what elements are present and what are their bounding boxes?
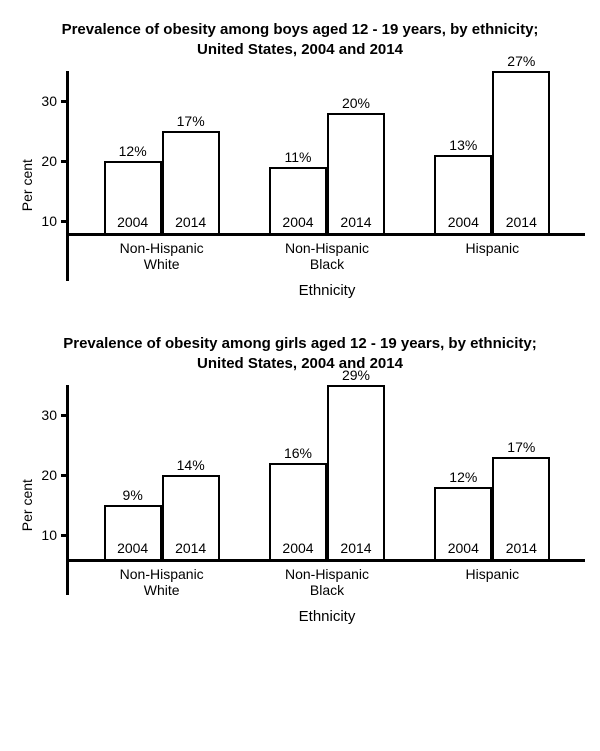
bar: 13%2004 (434, 155, 492, 233)
charts-root: Prevalence of obesity among boys aged 12… (15, 20, 585, 625)
plot: 12%200417%201411%200420%201413%200427%20… (69, 71, 585, 236)
bar-value-label: 13% (449, 137, 477, 153)
chart-title: Prevalence of obesity among girls aged 1… (50, 334, 550, 373)
bar-value-label: 14% (177, 457, 205, 473)
bar: 12%2004 (104, 161, 162, 233)
plot: 9%200414%201416%200429%201412%200417%201… (69, 385, 585, 562)
x-category-label: Non-HispanicWhite (79, 566, 244, 598)
bar-value-label: 12% (449, 469, 477, 485)
bar-year-label: 2014 (340, 540, 371, 556)
y-tick-label: 30 (41, 93, 61, 109)
bar-rect: 27%2014 (492, 71, 550, 233)
bar: 17%2014 (492, 457, 550, 559)
y-axis-label: Per cent (15, 385, 35, 625)
bar: 11%2004 (269, 167, 327, 233)
x-category-label: Non-HispanicBlack (244, 240, 409, 272)
bar-rect: 12%2004 (104, 161, 162, 233)
bar-group: 12%200417%2014 (434, 457, 550, 559)
x-category-label: Hispanic (410, 566, 575, 598)
x-category-label: Hispanic (410, 240, 575, 272)
y-tick: 30 (41, 407, 69, 423)
bar: 9%2004 (104, 505, 162, 559)
bar-year-label: 2014 (340, 214, 371, 230)
bar-value-label: 11% (284, 149, 311, 165)
bar: 27%2014 (492, 71, 550, 233)
bar-year-label: 2004 (117, 214, 148, 230)
plot-area: Per cent10203012%200417%201411%200420%20… (15, 71, 585, 299)
bar: 17%2014 (162, 131, 220, 233)
y-tick-mark (61, 160, 69, 163)
x-category-label: Non-HispanicBlack (244, 566, 409, 598)
bar-rect: 17%2014 (162, 131, 220, 233)
bar: 16%2004 (269, 463, 327, 559)
bar-rect: 9%2004 (104, 505, 162, 559)
bar-rect: 17%2014 (492, 457, 550, 559)
y-tick-label: 30 (41, 407, 61, 423)
y-tick-mark (61, 474, 69, 477)
bar: 20%2014 (327, 113, 385, 233)
y-tick: 10 (41, 213, 69, 229)
bar-rect: 14%2014 (162, 475, 220, 559)
x-categories: Non-HispanicWhiteNon-HispanicBlackHispan… (69, 236, 585, 272)
bar-group: 12%200417%2014 (104, 131, 220, 233)
bar: 12%2004 (434, 487, 492, 559)
x-axis-label: Ethnicity (69, 282, 585, 299)
bar-year-label: 2014 (175, 540, 206, 556)
y-tick-label: 20 (41, 467, 61, 483)
bar-value-label: 9% (123, 487, 143, 503)
bar-rect: 12%2004 (434, 487, 492, 559)
y-tick-mark (61, 414, 69, 417)
y-axis-label: Per cent (15, 71, 35, 299)
bar-year-label: 2004 (117, 540, 148, 556)
bar-year-label: 2004 (448, 540, 479, 556)
bar-year-label: 2004 (282, 214, 313, 230)
y-tick-label: 10 (41, 527, 61, 543)
bar-value-label: 17% (507, 439, 535, 455)
bar-rect: 20%2014 (327, 113, 385, 233)
bar-group: 11%200420%2014 (269, 113, 385, 233)
bar-year-label: 2004 (282, 540, 313, 556)
bar-group: 9%200414%2014 (104, 475, 220, 559)
bar-year-label: 2014 (175, 214, 206, 230)
x-axis-label: Ethnicity (69, 608, 585, 625)
chart-title: Prevalence of obesity among boys aged 12… (50, 20, 550, 59)
y-tick-label: 10 (41, 213, 61, 229)
axes-column: 9%200414%201416%200429%201412%200417%201… (69, 385, 585, 625)
bar-rect: 29%2014 (327, 385, 385, 559)
bar-value-label: 17% (177, 113, 205, 129)
y-tick-mark (61, 220, 69, 223)
bar-value-label: 20% (342, 95, 370, 111)
bar-rect: 11%2004 (269, 167, 327, 233)
y-axis: 10 20 30 (35, 385, 69, 595)
y-tick-mark (61, 534, 69, 537)
bar-chart: Prevalence of obesity among girls aged 1… (15, 334, 585, 625)
bar-rect: 16%2004 (269, 463, 327, 559)
y-axis: 10 20 30 (35, 71, 69, 281)
bar-chart: Prevalence of obesity among boys aged 12… (15, 20, 585, 299)
bar-value-label: 12% (119, 143, 147, 159)
bar-rect: 13%2004 (434, 155, 492, 233)
bar-year-label: 2004 (448, 214, 479, 230)
bar: 14%2014 (162, 475, 220, 559)
plot-area: Per cent1020309%200414%201416%200429%201… (15, 385, 585, 625)
x-categories: Non-HispanicWhiteNon-HispanicBlackHispan… (69, 562, 585, 598)
bar-group: 16%200429%2014 (269, 385, 385, 559)
y-tick-label: 20 (41, 153, 61, 169)
axes-column: 12%200417%201411%200420%201413%200427%20… (69, 71, 585, 299)
y-tick: 20 (41, 467, 69, 483)
x-category-label: Non-HispanicWhite (79, 240, 244, 272)
bar-value-label: 27% (507, 53, 535, 69)
y-tick-mark (61, 100, 69, 103)
bar: 29%2014 (327, 385, 385, 559)
bar-year-label: 2014 (506, 214, 537, 230)
bar-group: 13%200427%2014 (434, 71, 550, 233)
y-tick: 20 (41, 153, 69, 169)
y-tick: 10 (41, 527, 69, 543)
bar-value-label: 29% (342, 367, 370, 383)
y-tick: 30 (41, 93, 69, 109)
bar-year-label: 2014 (506, 540, 537, 556)
bar-value-label: 16% (284, 445, 312, 461)
